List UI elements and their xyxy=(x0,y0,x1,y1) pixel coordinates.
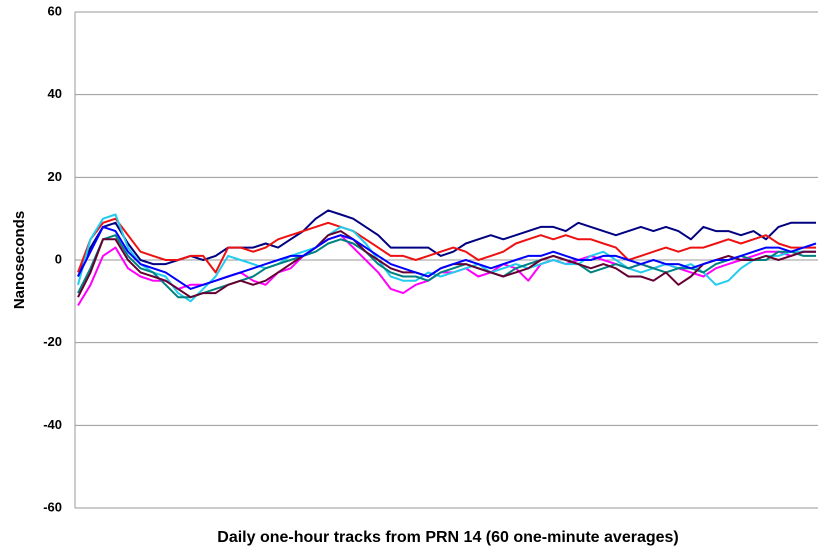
series-line xyxy=(77,217,816,274)
y-tick-label: 60 xyxy=(48,3,62,18)
x-axis-title: Daily one-hour tracks from PRN 14 (60 on… xyxy=(217,529,678,546)
y-tick-label: -60 xyxy=(43,499,62,514)
y-tick-label: -20 xyxy=(43,334,62,349)
series-line xyxy=(77,209,816,277)
y-tick-label: -40 xyxy=(43,417,62,432)
y-tick-label: 40 xyxy=(48,86,62,101)
y-tick-label: 20 xyxy=(48,169,62,184)
series-line xyxy=(77,225,817,290)
series-line xyxy=(77,213,816,303)
y-tick-label: 0 xyxy=(55,251,62,266)
y-axis-title: Nanoseconds xyxy=(11,211,28,309)
